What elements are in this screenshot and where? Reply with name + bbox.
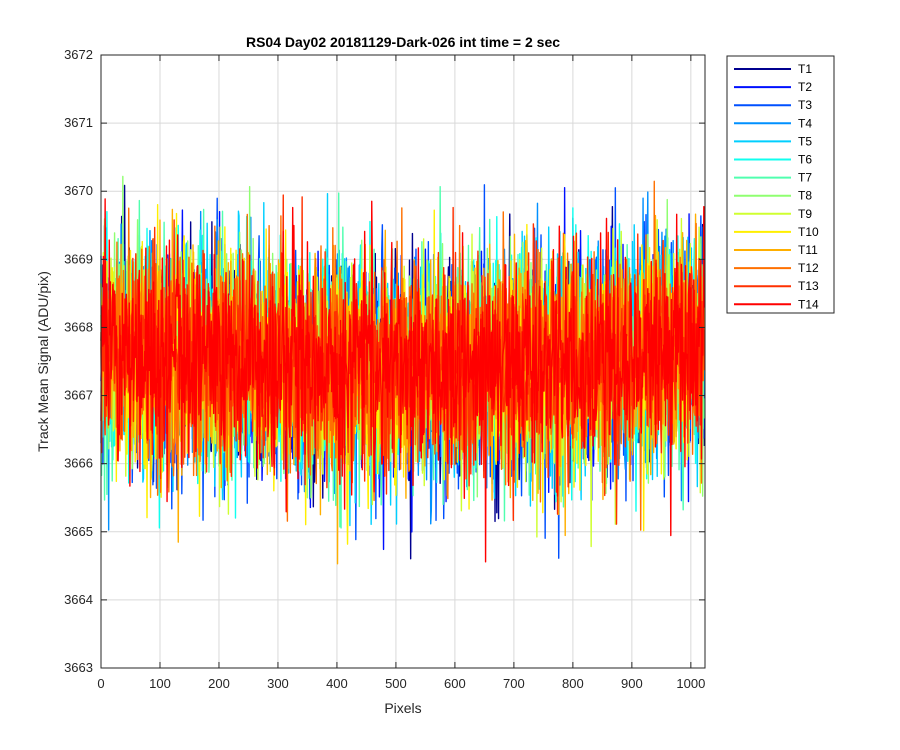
x-tick-label: 600 xyxy=(444,676,466,691)
legend-item-t4: T4 xyxy=(734,116,812,130)
legend-label: T10 xyxy=(798,225,819,239)
legend-label: T6 xyxy=(798,153,812,167)
legend-item-t1: T1 xyxy=(734,62,812,76)
legend-item-t8: T8 xyxy=(734,189,812,203)
y-tick-label: 3669 xyxy=(64,251,93,266)
legend-label: T8 xyxy=(798,189,812,203)
y-tick-label: 3672 xyxy=(64,47,93,62)
legend-label: T4 xyxy=(798,116,812,130)
y-tick-label: 3668 xyxy=(64,319,93,334)
plot-area xyxy=(100,175,706,565)
series-line-t14 xyxy=(100,198,706,563)
legend-label: T3 xyxy=(798,98,812,112)
legend-label: T1 xyxy=(798,62,812,76)
x-tick-label: 0 xyxy=(97,676,104,691)
x-tick-labels: 0 100 200 300 400 500 600 700 800 900 1000 xyxy=(97,676,705,691)
legend-label: T5 xyxy=(798,134,812,148)
legend-item-t13: T13 xyxy=(734,279,819,293)
y-tick-label: 3670 xyxy=(64,183,93,198)
x-tick-label: 100 xyxy=(149,676,171,691)
y-tick-label: 3665 xyxy=(64,524,93,539)
y-tick-label: 3663 xyxy=(64,660,93,675)
y-tick-label: 3671 xyxy=(64,115,93,130)
x-tick-label: 200 xyxy=(208,676,230,691)
legend: T1 T2 T3 T4 T5 T6 T7 T8 T9 T10 T11 T12 T13 T14 xyxy=(726,55,835,314)
legend-label: T7 xyxy=(798,171,812,185)
legend-item-t7: T7 xyxy=(734,171,812,185)
legend-label: T14 xyxy=(798,297,819,311)
x-tick-label: 700 xyxy=(503,676,525,691)
legend-label: T9 xyxy=(798,207,812,221)
y-axis-label: Track Mean Signal (ADU/pix) xyxy=(35,271,51,452)
legend-item-t3: T3 xyxy=(734,98,812,112)
axes-box xyxy=(100,54,706,669)
legend-item-t6: T6 xyxy=(734,153,812,167)
x-tick-label: 500 xyxy=(385,676,407,691)
legend-label: T2 xyxy=(798,80,812,94)
legend-item-t9: T9 xyxy=(734,207,812,221)
y-tick-label: 3666 xyxy=(64,456,93,471)
x-axis-label: Pixels xyxy=(384,700,421,716)
y-tick-label: 3667 xyxy=(64,388,93,403)
legend-item-t2: T2 xyxy=(734,80,812,94)
legend-item-t12: T12 xyxy=(734,261,819,275)
legend-item-t10: T10 xyxy=(734,225,819,239)
chart-title: RS04 Day02 20181129-Dark-026 int time = … xyxy=(246,34,560,50)
legend-item-t11: T11 xyxy=(734,243,818,257)
legend-label: T13 xyxy=(798,279,819,293)
x-tick-label: 300 xyxy=(267,676,289,691)
x-tick-label: 900 xyxy=(621,676,643,691)
x-tick-label: 400 xyxy=(326,676,348,691)
y-tick-label: 3664 xyxy=(64,592,93,607)
y-tick-labels: 3663 3664 3665 3666 3667 3668 3669 3670 3671 3672 xyxy=(64,47,93,675)
x-tick-label: 800 xyxy=(562,676,584,691)
axis-ticks xyxy=(100,54,705,669)
legend-box xyxy=(726,55,835,314)
legend-item-t5: T5 xyxy=(734,134,812,148)
legend-label: T12 xyxy=(798,261,819,275)
x-tick-label: 1000 xyxy=(676,676,705,691)
legend-label: T11 xyxy=(798,243,818,257)
legend-item-t14: T14 xyxy=(734,297,819,311)
